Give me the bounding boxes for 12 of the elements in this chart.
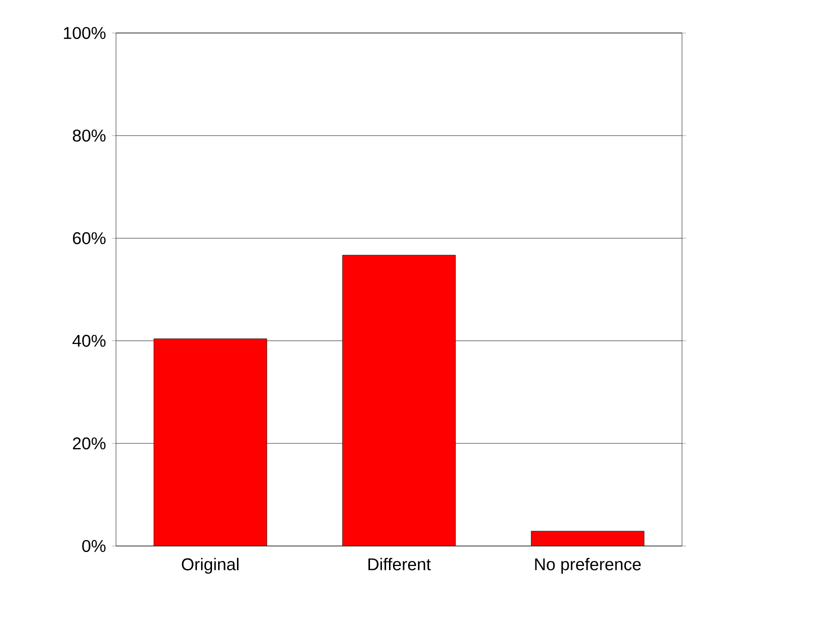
bar: [530, 530, 644, 546]
y-tick-label: 60%: [72, 232, 106, 244]
x-tick-label: Original: [182, 558, 238, 574]
y-tick-label: 0%: [82, 540, 106, 552]
x-tick-label: Different: [368, 558, 431, 570]
y-tick-label: 20%: [72, 437, 106, 450]
x-tick-label: No preference: [535, 558, 641, 574]
bar: [342, 254, 456, 546]
y-tick-label: 80%: [72, 130, 106, 142]
y-tick-label: 40%: [72, 334, 106, 347]
y-tick-label: 100%: [64, 26, 106, 40]
bar: [154, 338, 268, 546]
